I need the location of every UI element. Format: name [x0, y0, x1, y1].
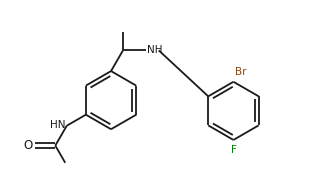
- Text: Br: Br: [235, 67, 246, 77]
- Text: F: F: [230, 144, 236, 154]
- Text: NH: NH: [148, 45, 163, 55]
- Text: O: O: [23, 139, 32, 152]
- Text: HN: HN: [50, 120, 65, 130]
